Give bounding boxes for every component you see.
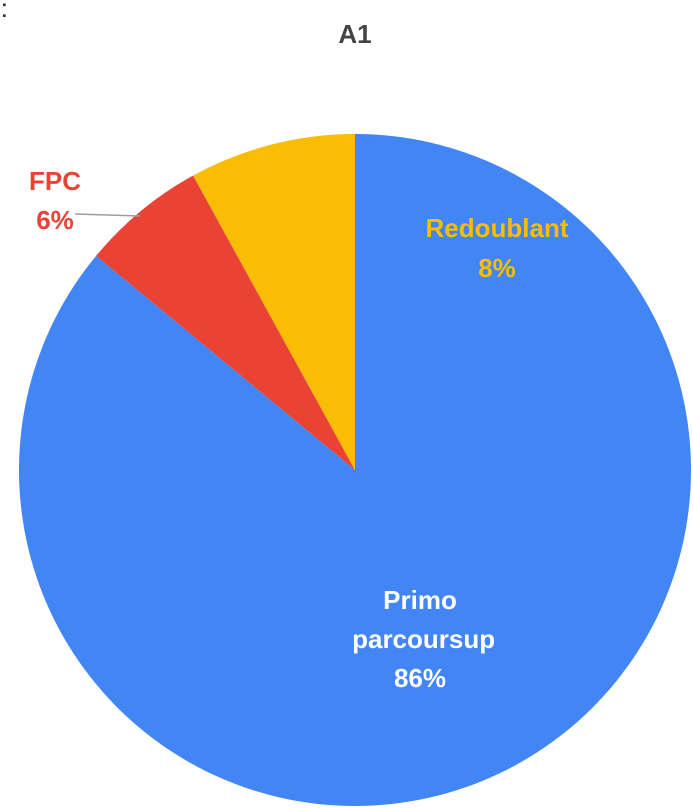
chart-title: A1 [338,19,371,49]
slice-value-label: 8% [478,253,516,283]
leader-line [74,213,141,217]
slice-label: FPC [29,166,81,196]
pie-slice [18,134,692,806]
slice-value-label: 6% [36,205,74,235]
pie-slice [96,175,356,470]
slice-label: Redoublant [426,213,569,243]
cropped-caption: e : [0,0,8,23]
slice-label: Primo parcoursup [345,585,495,654]
pie-slice [193,134,355,470]
slice-value-label: 86% [394,663,446,693]
